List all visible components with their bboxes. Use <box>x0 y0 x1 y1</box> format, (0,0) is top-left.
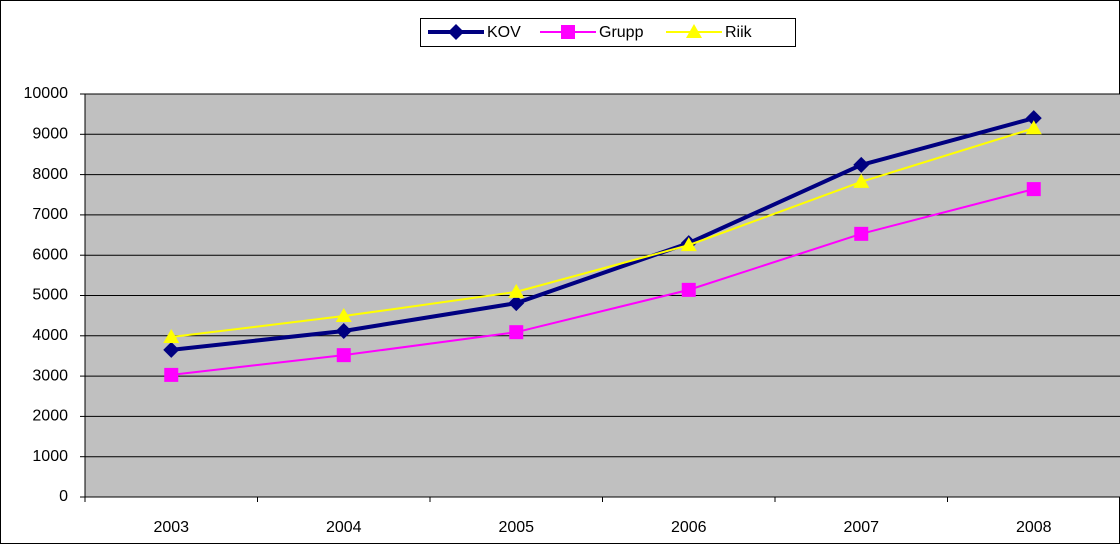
y-tick-label: 3000 <box>32 367 68 384</box>
series-line <box>171 116 1035 352</box>
y-tick-label: 1000 <box>32 448 68 465</box>
x-tick-label: 2006 <box>671 519 707 536</box>
legend-label: Grupp <box>599 24 644 41</box>
y-tick-label: 6000 <box>32 246 68 263</box>
marker <box>853 156 870 173</box>
marker <box>853 173 870 188</box>
y-tick-label: 7000 <box>32 206 68 223</box>
marker <box>163 341 180 358</box>
marker <box>335 322 352 339</box>
series-line <box>171 127 1035 339</box>
y-tick-label: 0 <box>59 488 68 505</box>
marker <box>335 308 352 323</box>
y-tick-label: 10000 <box>24 85 69 102</box>
marker <box>681 282 696 297</box>
legend-label: KOV <box>487 24 521 41</box>
marker <box>164 367 179 382</box>
x-tick-label: 2004 <box>326 519 362 536</box>
marker <box>561 25 575 39</box>
marker <box>448 24 464 40</box>
x-tick-label: 2007 <box>843 519 879 536</box>
series-line <box>171 188 1035 376</box>
x-tick-label: 2003 <box>153 519 189 536</box>
y-tick-label: 4000 <box>32 327 68 344</box>
marker <box>509 325 524 340</box>
marker <box>854 226 869 241</box>
y-tick-label: 2000 <box>32 408 68 425</box>
marker <box>163 329 180 344</box>
legend: KOV Grupp Riik <box>420 18 796 47</box>
marker <box>1026 182 1041 197</box>
y-tick-label: 5000 <box>32 287 68 304</box>
marker <box>686 24 702 38</box>
marker <box>508 283 525 298</box>
marker <box>1025 110 1042 127</box>
marker <box>508 295 525 312</box>
x-tick-label: 2005 <box>498 519 534 536</box>
marker <box>680 237 697 252</box>
x-tick-label: 2008 <box>1016 519 1052 536</box>
marker <box>1025 120 1042 135</box>
y-tick-label: 8000 <box>32 166 68 183</box>
y-tick-label: 9000 <box>32 126 68 143</box>
legend-label: Riik <box>725 24 753 41</box>
marker <box>336 348 351 363</box>
